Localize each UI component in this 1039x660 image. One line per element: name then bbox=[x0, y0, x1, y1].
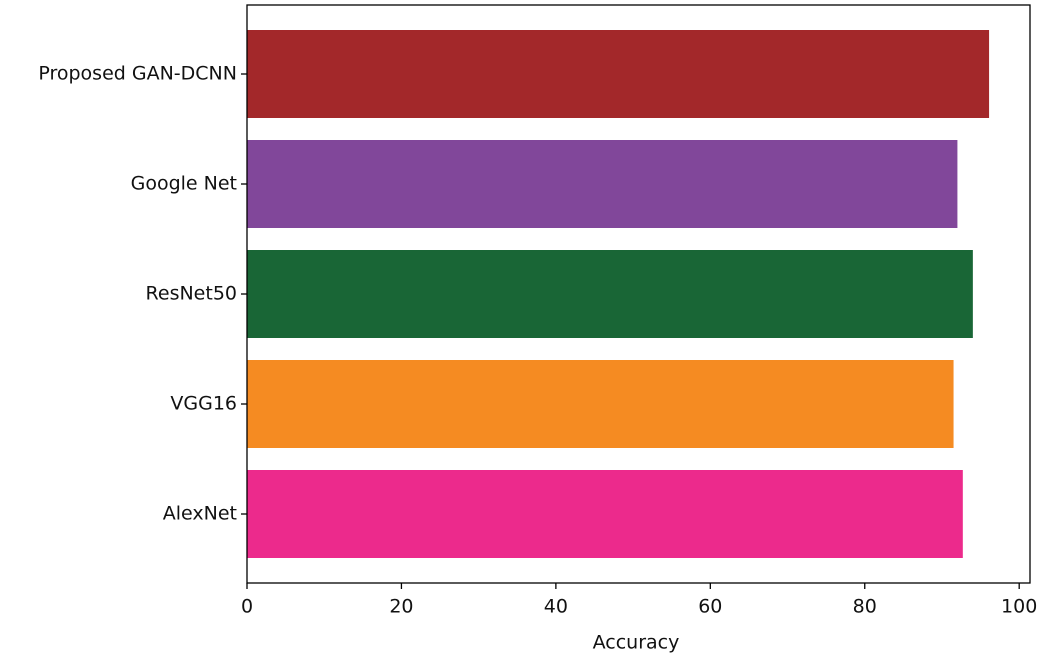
bar bbox=[247, 250, 973, 338]
x-tick-label: 100 bbox=[1001, 596, 1037, 618]
x-tick-label: 60 bbox=[698, 596, 722, 618]
bar bbox=[247, 140, 958, 228]
y-tick-label: Proposed GAN-DCNN bbox=[38, 63, 237, 85]
x-tick-label: 80 bbox=[853, 596, 877, 618]
x-tick-label: 40 bbox=[544, 596, 568, 618]
x-tick-label: 20 bbox=[389, 596, 413, 618]
y-tick-label: Google Net bbox=[131, 173, 237, 195]
y-tick-label: VGG16 bbox=[170, 393, 237, 415]
x-axis-label: Accuracy bbox=[593, 632, 680, 654]
x-tick-label: 0 bbox=[241, 596, 253, 618]
y-tick-label: AlexNet bbox=[163, 503, 237, 525]
bar bbox=[247, 30, 990, 118]
y-tick-label: ResNet50 bbox=[146, 283, 237, 305]
bar bbox=[247, 470, 963, 558]
plot-frame bbox=[246, 4, 1031, 584]
bar bbox=[247, 360, 954, 448]
